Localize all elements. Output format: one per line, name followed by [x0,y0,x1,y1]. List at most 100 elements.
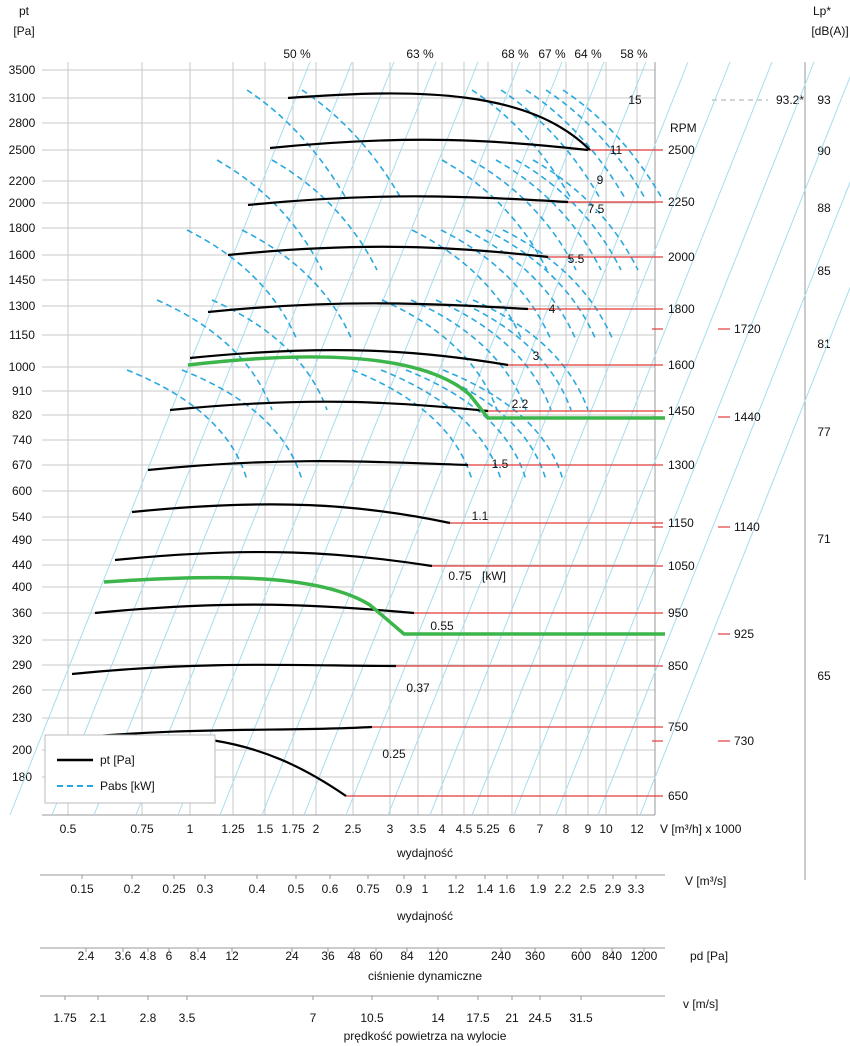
x-unit-label: V [m³/h] x 1000 [660,822,742,836]
power-label: 2.2 [512,397,529,411]
secondary-tick-label: 7 [310,1011,317,1025]
secondary-tick-label: 17.5 [466,1011,490,1025]
rpm-label: 850 [668,659,688,673]
system-line [219,61,521,816]
pabs-curve [301,89,403,201]
secondary-tick-label: 3.6 [115,949,132,963]
x-tick-label: 8 [563,822,570,836]
secondary-tick-label: 84 [400,949,414,963]
y-tick-label: 2200 [9,174,36,188]
power-label: 11 [610,143,623,157]
secondary-tick-label: 0.75 [356,882,380,896]
secondary-tick-label: 1 [422,882,429,896]
pt-curve-highlight-950 [103,575,665,636]
y-tick-label: 1600 [9,248,36,262]
legend-pt-label: pt [Pa] [100,753,135,767]
rpm-label: 750 [668,720,688,734]
right-axis-title-line2: [dB(A)] [811,24,848,38]
secondary-tick-label: 0.6 [322,882,339,896]
x-tick-label: 0.5 [60,822,77,836]
secondary-tick-label: 21 [505,1011,519,1025]
y-tick-label: 400 [12,580,32,594]
pabs-curve [411,229,523,341]
rpm-alt-label: 1440 [734,410,761,424]
secondary-tick-label: 3.5 [179,1011,196,1025]
system-line [555,75,850,816]
system-line [639,286,850,816]
noise-tick-label: 90 [817,144,831,158]
y-axis-title-line1: pt [19,4,30,18]
y-tick-label: 230 [12,711,32,725]
pt-curve-highlight-1450 [187,355,665,420]
pabs-curve [500,89,602,201]
x-tick-label: 1.5 [257,822,274,836]
power-label: 0.55 [430,619,454,633]
y-tick-label: 2800 [9,116,36,130]
pabs-curve [351,369,473,481]
efficiency-label: 67 % [538,47,566,61]
pabs-curve [455,299,572,411]
pabs-curve [525,89,627,201]
x-tick-label: 4.5 [456,822,473,836]
pt-curve [227,245,549,259]
secondary-tick-label: 0.25 [162,882,186,896]
x-axis-label: wydajność [396,846,453,860]
y-tick-label: 260 [12,683,32,697]
x-tick-label: 3 [387,822,394,836]
secondary-tick-label: 2.2 [555,882,572,896]
rpm-alt-label: 730 [734,734,754,748]
system-line [513,61,815,816]
system-line [135,61,437,816]
rpm-label: 650 [668,789,688,803]
pabs-curve [471,89,573,201]
power-label: 0.75 [448,569,472,583]
efficiency-label: 58 % [620,47,648,61]
right-axis-title-line1: Lp* [813,4,831,18]
system-line [93,61,395,816]
axis3-unit: pd [Pa] [690,949,728,963]
secondary-tick-label: 360 [525,949,545,963]
secondary-tick-label: 2.8 [140,1011,157,1025]
secondary-tick-label: 1.4 [477,882,494,896]
secondary-tick-label: 0.9 [396,882,413,896]
system-line [9,61,311,816]
rpm-alt-label: 1720 [734,322,761,336]
secondary-tick-label: 0.5 [288,882,305,896]
power-unit-label: [kW] [482,569,506,583]
power-label: 9 [597,173,604,187]
y-tick-label: 2500 [9,143,36,157]
secondary-tick-label: 8.4 [190,949,207,963]
secondary-tick-label: 120 [428,949,448,963]
secondary-tick-label: 0.15 [70,882,94,896]
x-tick-label: 7 [537,822,544,836]
y-tick-label: 1450 [9,273,36,287]
x-tick-label: 3.5 [410,822,427,836]
noise-tick-label: 71 [817,532,831,546]
system-line [471,61,773,816]
secondary-tick-label: 2.4 [78,949,95,963]
x-tick-label: 12 [630,822,644,836]
noise-tick-label: 88 [817,201,831,215]
efficiency-label: 64 % [574,47,602,61]
pabs-curve [410,299,527,411]
pabs-curve [435,299,552,411]
rpm-label: RPM [670,121,697,135]
secondary-tick-label: 48 [347,949,361,963]
pabs-curve [562,89,664,201]
x-tick-label: 0.75 [130,822,154,836]
rpm-label: 1800 [668,302,695,316]
secondary-tick-label: 840 [602,949,622,963]
power-label: 0.25 [382,747,406,761]
y-tick-label: 440 [12,558,32,572]
rpm-label: 1150 [668,516,694,530]
x-tick-label: 9 [585,822,592,836]
pabs-curve [246,89,348,201]
y-tick-label: 3100 [9,91,36,105]
y-axis-title-line2: [Pa] [13,24,34,38]
pabs-curve [545,89,647,201]
secondary-tick-label: 0.2 [124,882,141,896]
x-tick-label: 1.25 [221,822,245,836]
secondary-tick-label: 12 [225,949,239,963]
secondary-tick-label: 0.4 [249,882,266,896]
